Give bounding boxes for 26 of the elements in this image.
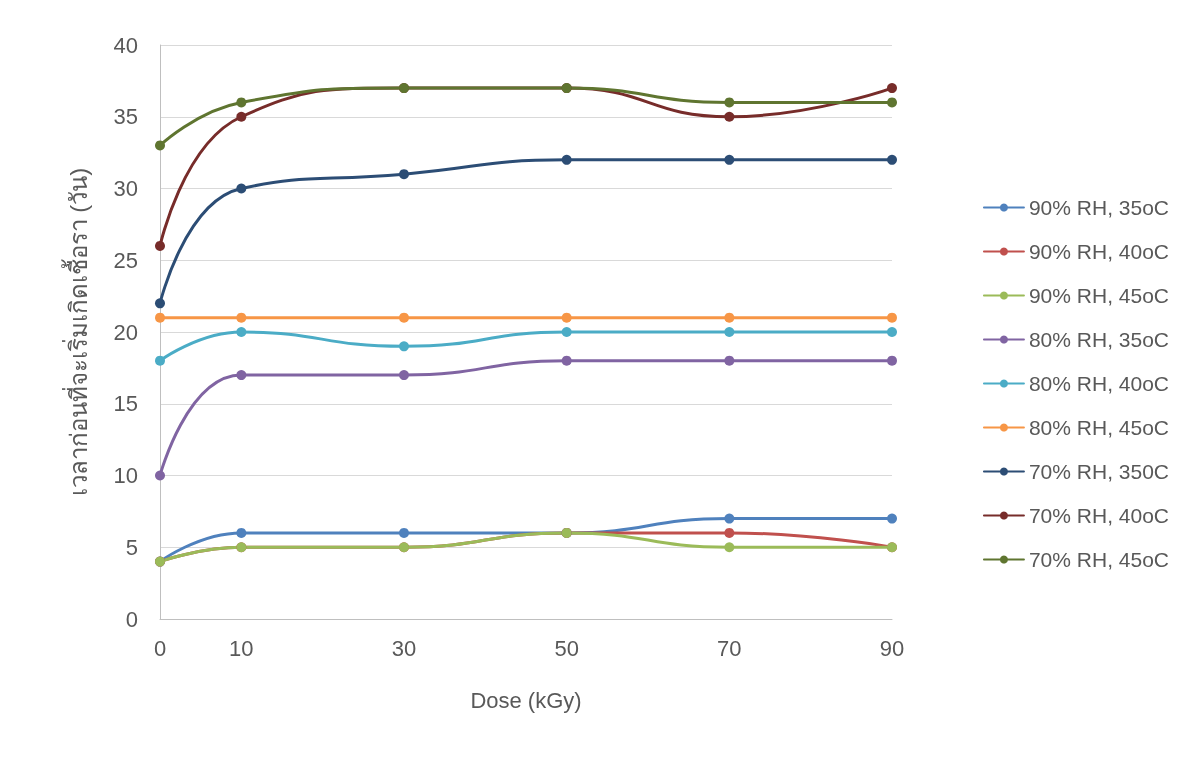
x-tick-label: 30	[391, 635, 417, 661]
legend-label: 70% RH, 40oC	[1028, 504, 1170, 527]
legend-label: 90% RH, 35oC	[1028, 196, 1170, 219]
y-tick-label: 15	[113, 391, 138, 417]
y-tick-label: 35	[113, 104, 138, 130]
x-tick-label: 90	[879, 635, 905, 661]
legend-label: 90% RH, 45oC	[1028, 284, 1170, 307]
x-axis-title: Dose (kGy)	[470, 687, 582, 713]
legend-label: 80% RH, 40oC	[1028, 372, 1170, 395]
y-tick-label: 40	[113, 32, 138, 58]
y-axis-title: เวลาก่อนที่จะเริ่มเกิดเชื้อรา (วัน)	[60, 167, 92, 497]
y-tick-label: 0	[125, 606, 138, 632]
y-tick-label: 20	[113, 319, 138, 345]
legend-label: 80% RH, 45oC	[1028, 416, 1170, 439]
legend-label: 70% RH, 45oC	[1028, 548, 1170, 571]
x-tick-label: 0	[153, 635, 167, 661]
legend-label: 70% RH, 350C	[1028, 460, 1170, 483]
x-tick-label: 70	[717, 635, 742, 661]
y-tick-label: 30	[113, 176, 138, 201]
x-tick-label: 50	[554, 635, 579, 661]
legend-label: 80% RH, 35oC	[1028, 328, 1170, 351]
y-tick-label: 5	[125, 534, 138, 560]
legend-label: 90% RH, 40oC	[1028, 240, 1170, 263]
y-tick-label: 10	[113, 463, 138, 488]
y-tick-label: 25	[113, 247, 138, 273]
x-tick-label: 10	[229, 635, 254, 661]
